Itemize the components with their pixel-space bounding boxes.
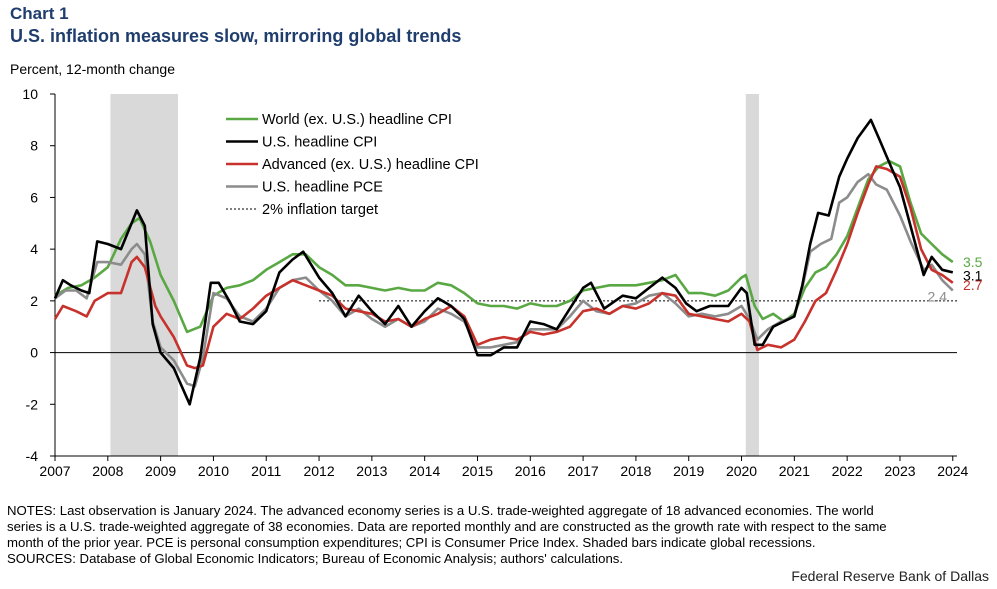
- end-value-label: 3.5: [963, 254, 983, 270]
- legend-label: 2% inflation target: [262, 202, 378, 218]
- line-chart: -4 -2 0 2 4 6 8 10 2007 2008 2009 2010 2011 2012 2013 2…: [22, 86, 983, 479]
- legend-label: Advanced (ex. U.S.) headline CPI: [262, 157, 479, 173]
- x-tick-label: 2024: [937, 463, 968, 479]
- x-tick-label: 2014: [409, 463, 440, 479]
- y-tick-label: 0: [30, 345, 38, 361]
- notes-line: NOTES: Last observation is January 2024.…: [7, 503, 874, 518]
- x-tick-label: 2011: [251, 463, 281, 479]
- legend-label: U.S. headline PCE: [262, 180, 383, 196]
- legend-label: World (ex. U.S.) headline CPI: [262, 112, 452, 128]
- source-organization: Federal Reserve Bank of Dallas: [791, 568, 989, 584]
- y-tick-label: -4: [26, 448, 39, 464]
- x-tick-label: 2007: [39, 463, 70, 479]
- sources-line: SOURCES: Database of Global Economic Ind…: [7, 551, 624, 566]
- x-tick-label: 2013: [356, 463, 387, 479]
- x-tick-label: 2018: [620, 463, 651, 479]
- recession-bar: [745, 94, 759, 456]
- y-axis-unit-label: Percent, 12-month change: [10, 61, 175, 77]
- recession-bar: [110, 94, 179, 456]
- x-tick-label: 2021: [779, 463, 810, 479]
- chart-notes: NOTES: Last observation is January 2024.…: [7, 503, 992, 567]
- x-tick-label: 2017: [568, 463, 599, 479]
- y-tick-label: -2: [26, 396, 39, 412]
- chart-legend: World (ex. U.S.) headline CPI U.S. headli…: [226, 112, 479, 218]
- x-tick-label: 2016: [515, 463, 546, 479]
- notes-line: month of the prior year. PCE is personal…: [7, 535, 816, 550]
- series-line: [53, 165, 954, 370]
- end-value-label: 3.1: [963, 267, 983, 283]
- end-value-label: 2.7: [963, 277, 983, 293]
- chart-label: Chart 1: [10, 4, 69, 23]
- series-line: [54, 172, 954, 388]
- x-tick-label: 2023: [884, 463, 915, 479]
- x-tick-label: 2010: [198, 463, 229, 479]
- notes-line: series is a U.S. trade-weighted aggregat…: [7, 519, 887, 534]
- series-line: [53, 118, 954, 406]
- chart-axes: -4 -2 0 2 4 6 8 10 2007 2008 2009 2010 2011 2012 2013 2…: [22, 86, 968, 479]
- x-tick-label: 2015: [462, 463, 493, 479]
- recession-bars: [110, 94, 759, 456]
- y-tick-label: 2: [30, 293, 38, 309]
- series-line: [54, 159, 954, 334]
- y-tick-label: 8: [30, 138, 38, 154]
- chart-title: U.S. inflation measures slow, mirroring …: [10, 26, 462, 46]
- x-tick-label: 2012: [303, 463, 334, 479]
- x-tick-label: 2019: [673, 463, 704, 479]
- y-tick-label: 10: [22, 86, 38, 102]
- series-lines: [53, 118, 954, 406]
- end-value-labels: 3.53.12.7 2.4: [928, 254, 983, 304]
- y-tick-label: 4: [30, 241, 38, 257]
- x-tick-label: 2020: [726, 463, 757, 479]
- legend-label: U.S. headline CPI: [262, 135, 377, 151]
- y-tick-label: 6: [30, 189, 38, 205]
- x-tick-label: 2022: [832, 463, 863, 479]
- x-tick-label: 2009: [145, 463, 176, 479]
- end-value-label: 2.4: [928, 289, 948, 305]
- x-tick-label: 2008: [92, 463, 123, 479]
